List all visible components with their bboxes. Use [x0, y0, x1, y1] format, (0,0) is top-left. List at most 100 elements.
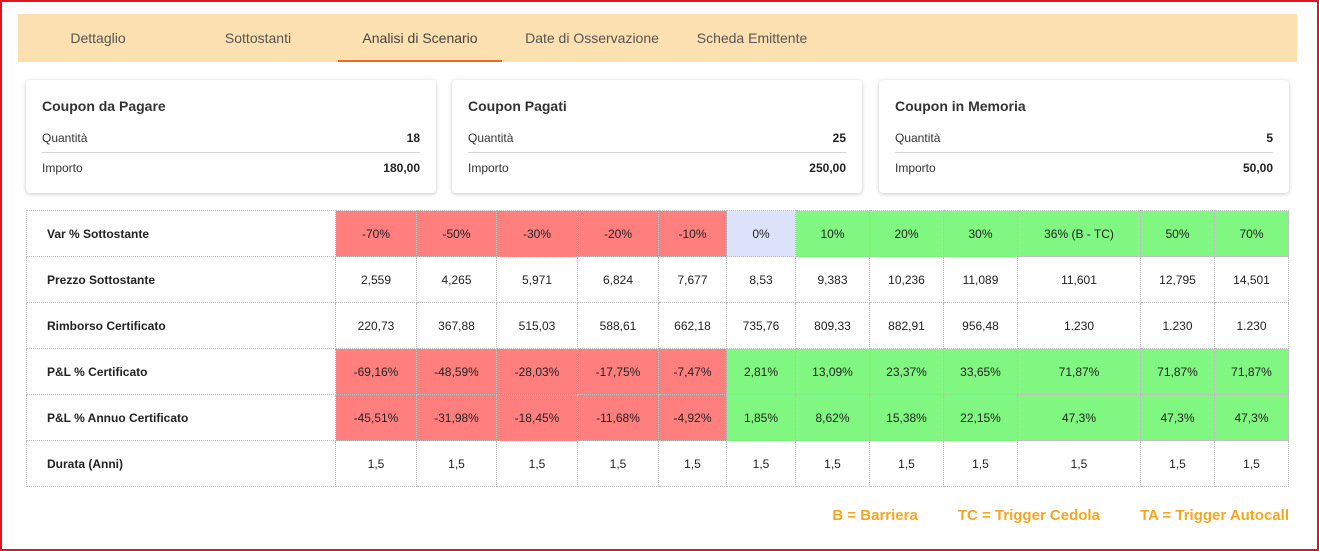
legend: B = Barriera TC = Trigger Cedola TA = Tr…	[832, 507, 1289, 524]
table-row: Prezzo Sottostante 2,559 4,265 5,971 6,824 7,…	[26, 256, 1289, 303]
table-cell: 47,3%	[1140, 394, 1215, 441]
table-cell: -17,75%	[577, 348, 659, 395]
table-cell: -10%	[658, 210, 727, 257]
card-row-amount: Importo 180,00	[42, 153, 420, 182]
row-label: Var % Sottostante	[26, 210, 336, 257]
table-cell: 1,5	[726, 440, 796, 487]
table-cell: 13,09%	[795, 348, 870, 395]
table-cell: 30%	[943, 210, 1018, 257]
table-cell: 47,3%	[1017, 394, 1141, 441]
table-cell: 1,5	[1017, 440, 1141, 487]
table-row: P&L % Annuo Certificato -45,51% -31,98% -18…	[26, 394, 1289, 441]
table-cell: 1,85%	[726, 394, 796, 441]
table-cell: 10%	[795, 210, 870, 257]
table-cell: 70%	[1214, 210, 1289, 257]
table-cell: 1,5	[943, 440, 1018, 487]
table-cell: 1,5	[1140, 440, 1215, 487]
amount-label: Importo	[468, 160, 509, 175]
table-cell: 1.230	[1017, 302, 1141, 349]
table-cell: 7,677	[658, 256, 727, 303]
table-cell: 882,91	[869, 302, 944, 349]
table-cell: 33,65%	[943, 348, 1018, 395]
scenario-table: Var % Sottostante -70% -50% -30% -20% -10% 0% 1…	[26, 210, 1289, 487]
table-cell: 2,81%	[726, 348, 796, 395]
row-label: Durata (Anni)	[26, 440, 336, 487]
table-cell: -48,59%	[416, 348, 497, 395]
amount-value: 180,00	[383, 160, 420, 175]
card-row-amount: Importo 250,00	[468, 153, 846, 182]
table-cell: 809,33	[795, 302, 870, 349]
table-cell: 220,73	[335, 302, 417, 349]
card-coupon-in-memoria: Coupon in Memoria Quantità 5 Importo 50,…	[879, 80, 1289, 193]
quantity-value: 18	[406, 131, 420, 145]
table-cell: 515,03	[496, 302, 578, 349]
row-label: P&L % Annuo Certificato	[26, 394, 336, 441]
table-row: Rimborso Certificato 220,73 367,88 515,03 58…	[26, 302, 1289, 349]
table-cell: 11,089	[943, 256, 1018, 303]
table-cell: 1,5	[496, 440, 578, 487]
table-cell: 1,5	[335, 440, 417, 487]
table-cell: 588,61	[577, 302, 659, 349]
card-row-quantity: Quantità 25	[468, 124, 846, 153]
amount-value: 50,00	[1242, 160, 1273, 175]
table-cell: 20%	[869, 210, 944, 257]
quantity-value: 25	[832, 131, 846, 145]
tab-scheda-emittente[interactable]: Scheda Emittente	[696, 30, 808, 46]
table-row: Durata (Anni) 1,5 1,5 1,5 1,5 1,5 1,5 1,5 1,5 1,5…	[26, 440, 1289, 487]
card-coupon-da-pagare: Coupon da Pagare Quantità 18 Importo 180…	[26, 80, 436, 193]
table-cell: 1.230	[1214, 302, 1289, 349]
table-cell: 47,3%	[1214, 394, 1289, 441]
table-cell: 12,795	[1140, 256, 1215, 303]
card-title: Coupon Pagati	[468, 98, 567, 114]
table-cell: 662,18	[658, 302, 727, 349]
row-label: P&L % Certificato	[26, 348, 336, 395]
table-cell: 735,76	[726, 302, 796, 349]
quantity-value: 5	[1266, 131, 1273, 145]
row-label: Prezzo Sottostante	[26, 256, 336, 303]
tab-date-di-osservazione[interactable]: Date di Osservazione	[525, 30, 659, 46]
table-cell: -4,92%	[658, 394, 727, 441]
legend-trigger-cedola: TC = Trigger Cedola	[957, 507, 1100, 524]
quantity-label: Quantità	[468, 131, 514, 145]
table-cell: 8,53	[726, 256, 796, 303]
card-title: Coupon da Pagare	[42, 98, 166, 114]
table-cell: 367,88	[416, 302, 497, 349]
tab-dettaglio[interactable]: Dettaglio	[70, 30, 126, 46]
tab-analisi-di-scenario[interactable]: Analisi di Scenario	[338, 14, 502, 62]
table-cell: -28,03%	[496, 348, 578, 395]
table-cell: 1,5	[658, 440, 727, 487]
table-cell: 1.230	[1140, 302, 1215, 349]
table-cell: -18,45%	[496, 394, 578, 441]
table-cell: 71,87%	[1140, 348, 1215, 395]
tab-sottostanti[interactable]: Sottostanti	[224, 30, 292, 46]
table-cell: 4,265	[416, 256, 497, 303]
table-cell: -30%	[496, 210, 578, 257]
table-cell: 71,87%	[1214, 348, 1289, 395]
table-cell: 15,38%	[869, 394, 944, 441]
quantity-label: Quantità	[895, 131, 941, 145]
table-cell: -50%	[416, 210, 497, 257]
table-cell: 1,5	[869, 440, 944, 487]
table-cell: 9,383	[795, 256, 870, 303]
table-row: P&L % Certificato -69,16% -48,59% -28,03% -1…	[26, 348, 1289, 395]
table-cell: -7,47%	[658, 348, 727, 395]
table-row: Var % Sottostante -70% -50% -30% -20% -10% 0% 1…	[26, 210, 1289, 257]
table-cell: 1,5	[795, 440, 870, 487]
table-cell: 14,501	[1214, 256, 1289, 303]
table-cell: 956,48	[943, 302, 1018, 349]
amount-value: 250,00	[809, 160, 846, 175]
amount-label: Importo	[42, 160, 83, 175]
table-cell: 1,5	[1214, 440, 1289, 487]
amount-label: Importo	[895, 160, 936, 175]
table-cell: 6,824	[577, 256, 659, 303]
table-cell: 23,37%	[869, 348, 944, 395]
table-cell: 1,5	[577, 440, 659, 487]
legend-trigger-autocall: TA = Trigger Autocall	[1139, 507, 1289, 524]
table-cell: 71,87%	[1017, 348, 1141, 395]
table-cell: -69,16%	[335, 348, 417, 395]
table-cell: 0%	[726, 210, 796, 257]
table-cell: 5,971	[496, 256, 578, 303]
table-cell: 50%	[1140, 210, 1215, 257]
table-cell: 2,559	[335, 256, 417, 303]
scenario-table-body: Var % Sottostante -70% -50% -30% -20% -10% 0% 1…	[26, 210, 1289, 487]
